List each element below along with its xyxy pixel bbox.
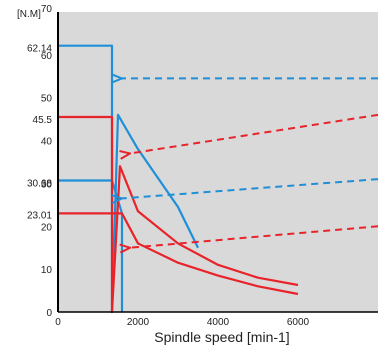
y-tick-label: 10 <box>41 265 53 276</box>
plot-area <box>58 12 378 312</box>
y-tick-label: 60 <box>41 51 53 62</box>
red-dashed-arrow <box>130 225 379 247</box>
y-tick-label: 40 <box>41 137 53 148</box>
y-tick-label: 30.68 <box>27 179 52 190</box>
y-tick-label: 20 <box>41 222 53 233</box>
blue-torque-curve <box>58 44 199 314</box>
red-dashed-arrow <box>130 113 379 154</box>
red-torque-curve <box>58 212 299 296</box>
arrow-layer <box>122 78 379 247</box>
y-tick-label: 50 <box>41 94 53 105</box>
y-tick-label: 70 <box>41 4 53 15</box>
blue-dashed-arrow <box>122 178 379 198</box>
y-tick-label: 23.01 <box>27 210 52 221</box>
x-tick-label: 4000 <box>207 317 230 328</box>
y-axis-unit-label: [N.M] <box>17 9 41 20</box>
y-tick-label: 62.14 <box>27 44 52 55</box>
y-tick-label: 45.5 <box>33 115 53 126</box>
x-tick-label: 6000 <box>287 317 310 328</box>
x-tick-label: 2000 <box>127 317 150 328</box>
series-layer <box>58 44 299 314</box>
x-axis-label: Spindle speed [min-1] <box>154 329 289 345</box>
y-tick-label: 30 <box>41 179 53 190</box>
red-torque-curve <box>58 115 299 314</box>
x-tick-layer: 0 2000 4000 6000 <box>55 317 309 328</box>
y-tick-label: 0 <box>46 308 52 319</box>
x-tick-label: 0 <box>55 317 61 328</box>
